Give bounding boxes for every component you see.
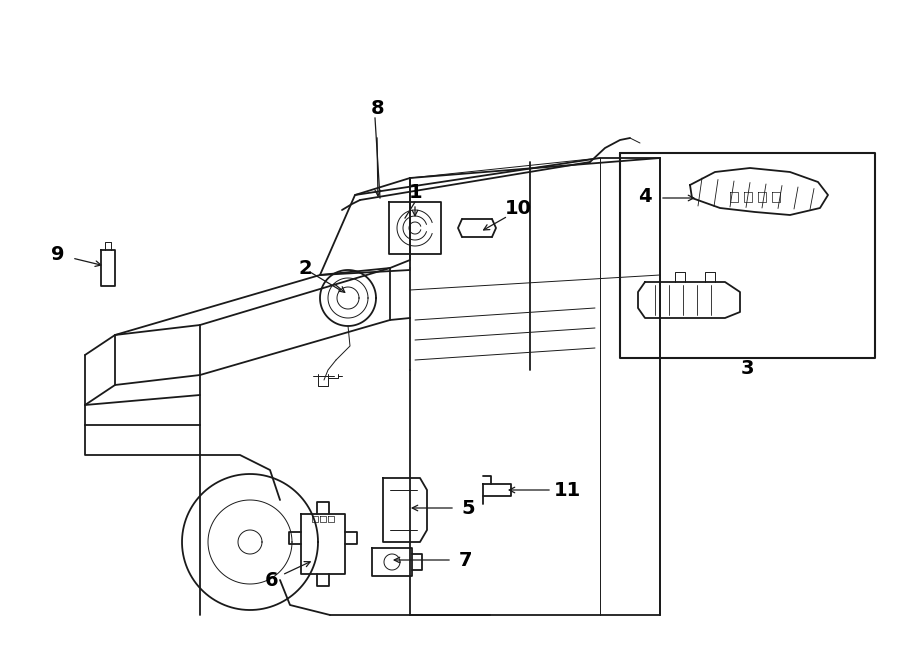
Text: 7: 7: [458, 551, 472, 570]
Text: 4: 4: [638, 186, 652, 206]
Text: 2: 2: [298, 258, 311, 278]
Text: 1: 1: [410, 182, 423, 202]
Text: 3: 3: [740, 358, 754, 377]
Text: 9: 9: [51, 245, 65, 264]
Text: 8: 8: [371, 98, 385, 118]
Text: 11: 11: [554, 481, 580, 500]
Text: 10: 10: [505, 198, 532, 217]
Text: 5: 5: [461, 498, 475, 518]
Text: 6: 6: [266, 570, 279, 590]
